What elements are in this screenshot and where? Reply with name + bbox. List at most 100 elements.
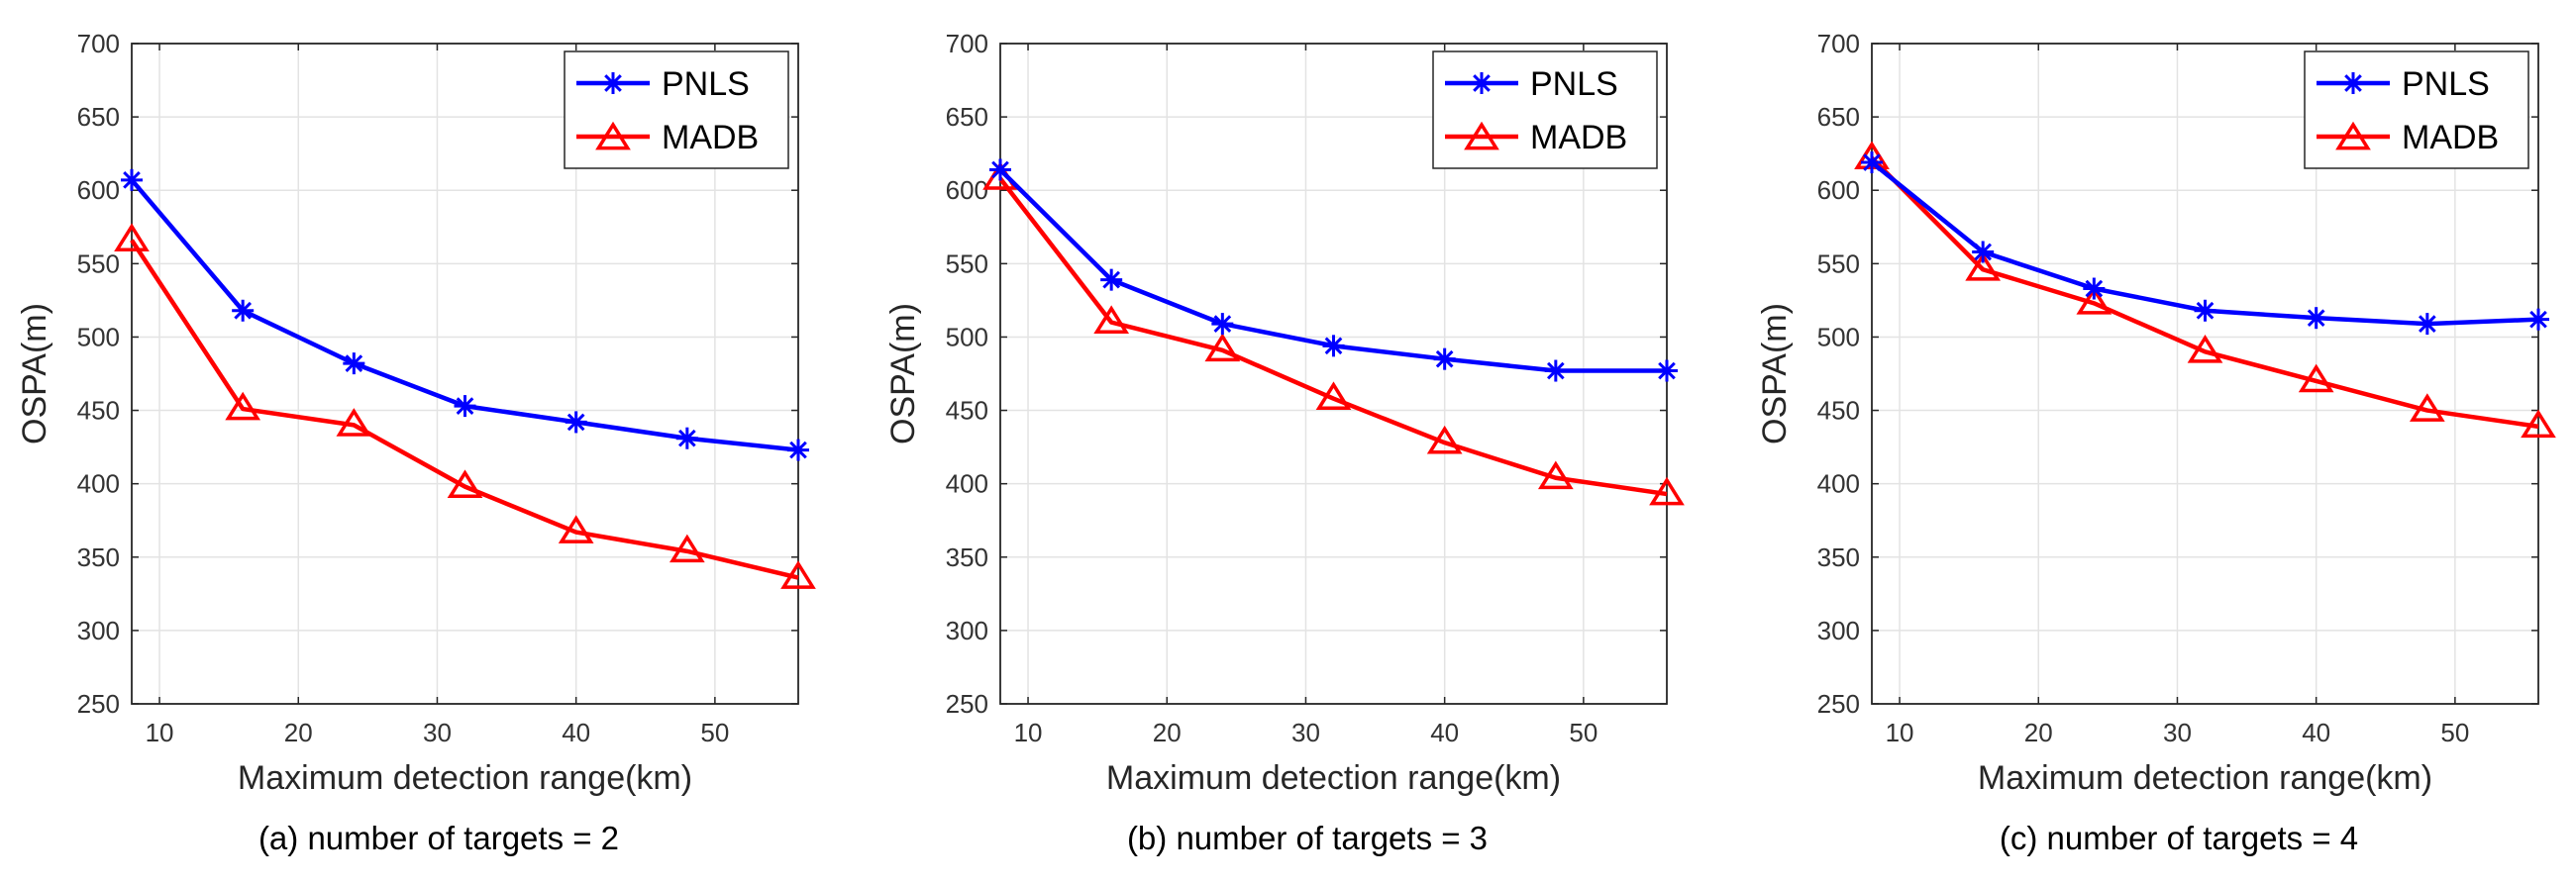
data-point-pnls	[565, 411, 587, 434]
data-point-madb	[336, 408, 372, 437]
y-tick-label: 500	[77, 322, 120, 351]
x-tick-label: 40	[2302, 718, 2330, 747]
legend-marker-pnls	[1471, 72, 1493, 94]
data-point-pnls	[2305, 307, 2327, 330]
x-tick-label: 40	[562, 718, 590, 747]
axes-box	[1871, 43, 2539, 705]
data-point-madb	[447, 469, 483, 498]
y-tick-label: 250	[1817, 689, 1860, 719]
data-point-pnls	[1972, 241, 1995, 263]
y-tick-label: 550	[1817, 248, 1860, 278]
chart-caption: (a) number of targets = 2	[258, 820, 619, 856]
data-point-pnls	[1656, 359, 1678, 382]
legend-label: PNLS	[662, 65, 750, 103]
x-tick-label: 10	[1886, 718, 1914, 747]
legend-label: PNLS	[2402, 65, 2490, 103]
data-point-pnls	[1211, 313, 1234, 336]
chart-caption: (c) number of targets = 4	[2000, 820, 2358, 856]
y-tick-label: 650	[77, 102, 120, 132]
x-tick-label: 20	[2024, 718, 2053, 747]
data-point-pnls	[454, 395, 476, 418]
x-axis-label: Maximum detection range(km)	[1978, 759, 2432, 797]
data-point-madb	[1537, 460, 1574, 490]
series-madb	[114, 223, 816, 589]
data-point-pnls	[2083, 277, 2106, 300]
data-point-madb	[1426, 425, 1463, 454]
data-point-pnls	[232, 299, 255, 322]
data-point-madb	[2521, 409, 2556, 439]
y-tick-label: 250	[946, 689, 988, 719]
data-point-pnls	[1100, 268, 1123, 291]
legend-marker-pnls	[602, 72, 624, 94]
x-tick-label: 30	[2163, 718, 2192, 747]
data-point-madb	[1093, 305, 1130, 334]
series-line-madb	[1870, 156, 2539, 430]
legend-label: MADB	[2402, 119, 2499, 156]
data-point-madb	[2187, 334, 2223, 363]
x-tick-label: 10	[1014, 718, 1043, 747]
series-pnls	[989, 158, 1678, 382]
data-point-pnls	[989, 158, 1011, 181]
y-tick-label: 350	[77, 542, 120, 572]
x-tick-label: 30	[1291, 718, 1320, 747]
y-tick-label: 500	[1817, 322, 1860, 351]
legend: PNLS MADB	[1432, 50, 1658, 169]
data-point-madb	[780, 560, 816, 589]
legend-marker-madb	[2335, 121, 2371, 150]
x-tick-label: 20	[284, 718, 313, 747]
series-pnls	[1861, 151, 2549, 336]
x-tick-label: 20	[1153, 718, 1182, 747]
series-madb	[982, 161, 1685, 506]
x-tick-label: 30	[423, 718, 452, 747]
y-tick-label: 300	[1817, 616, 1860, 645]
y-tick-label: 700	[1817, 29, 1860, 58]
data-point-pnls	[2416, 313, 2438, 336]
x-tick-label: 50	[700, 718, 729, 747]
y-axis-label: OSPA(m)	[1756, 303, 1794, 444]
legend-label: PNLS	[1530, 65, 1618, 103]
data-point-madb	[669, 534, 705, 563]
y-tick-label: 400	[946, 469, 988, 499]
x-axis-label: Maximum detection range(km)	[238, 759, 692, 797]
data-point-pnls	[121, 168, 143, 191]
legend-entry-pnls: PNLS	[2317, 65, 2490, 103]
data-point-pnls	[2527, 308, 2549, 331]
data-point-madb	[558, 515, 594, 543]
x-tick-label: 50	[2440, 718, 2469, 747]
legend-entry-pnls: PNLS	[1445, 65, 1618, 103]
series-madb	[1854, 141, 2556, 439]
x-tick-label: 10	[146, 718, 174, 747]
y-tick-label: 450	[77, 396, 120, 426]
legend-entry-madb: MADB	[2317, 119, 2499, 156]
y-tick-label: 600	[1817, 175, 1860, 205]
x-tick-label: 40	[1430, 718, 1459, 747]
data-point-madb	[2076, 286, 2112, 315]
data-point-madb	[225, 391, 261, 421]
y-tick-label: 700	[946, 29, 988, 58]
y-tick-label: 350	[946, 542, 988, 572]
chart-panel-3: 10 20 30 40 50 250 300 350 400 450 500 550 600 650 700…	[1756, 29, 2556, 856]
y-tick-label: 250	[77, 689, 120, 719]
y-tick-label: 300	[77, 616, 120, 645]
y-tick-label: 700	[77, 29, 120, 58]
data-point-pnls	[1544, 359, 1567, 382]
data-point-pnls	[1861, 151, 1883, 174]
data-point-pnls	[2194, 299, 2216, 322]
data-point-pnls	[343, 352, 365, 375]
series-line-madb	[130, 239, 799, 580]
data-point-madb	[1315, 381, 1352, 411]
chart-panel-1: 10 20 30 40 50 250 300 350 400 450 500 550 600 650 700…	[16, 29, 816, 856]
legend-marker-madb	[1464, 121, 1499, 150]
y-tick-label: 500	[946, 322, 988, 351]
chart-panel-2: 10 20 30 40 50 250 300 350 400 450 500 550 600 650 700…	[884, 29, 1685, 856]
legend-entry-pnls: PNLS	[576, 65, 750, 103]
y-tick-label: 400	[77, 469, 120, 499]
y-tick-label: 400	[1817, 469, 1860, 499]
data-point-madb	[1649, 476, 1685, 506]
y-tick-label: 450	[946, 396, 988, 426]
data-point-pnls	[1322, 335, 1345, 357]
y-tick-label: 450	[1817, 396, 1860, 426]
legend: PNLS MADB	[564, 50, 789, 169]
data-point-pnls	[1433, 347, 1456, 370]
